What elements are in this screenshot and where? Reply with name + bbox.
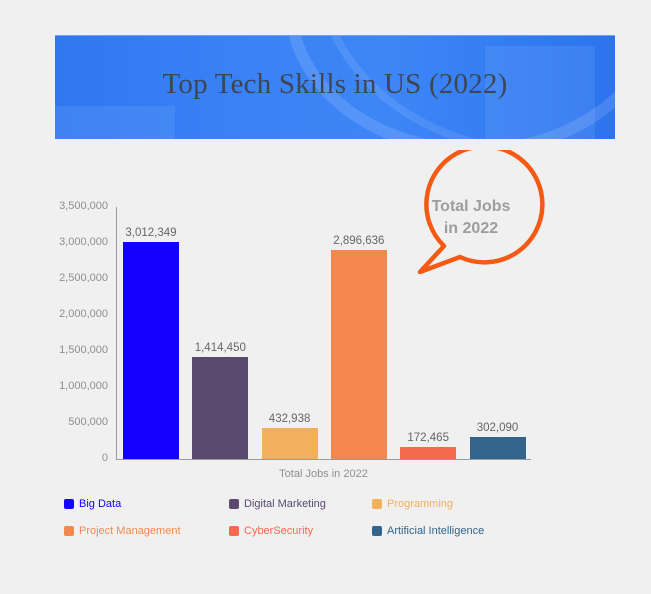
legend-swatch-icon: [372, 499, 382, 509]
y-tick-label: 2,500,000: [59, 272, 108, 284]
legend-label: Artificial Intelligence: [387, 525, 485, 537]
bar-value-label: 2,896,636: [333, 235, 385, 248]
legend-item-programming[interactable]: Programming: [372, 498, 453, 510]
legend-item-project-management[interactable]: Project Management: [64, 525, 181, 537]
bar-big-data[interactable]: [123, 242, 179, 459]
y-axis: [116, 207, 117, 460]
y-tick-label: 3,000,000: [59, 236, 108, 248]
banner-decoration: [485, 46, 595, 139]
legend-label: Programming: [387, 498, 454, 510]
banner-decoration: [55, 106, 175, 139]
bar-artificial-intelligence[interactable]: [469, 437, 526, 459]
bar-digital-marketing[interactable]: [192, 357, 249, 459]
x-axis-title: Total Jobs in 2022: [279, 468, 368, 480]
y-tick-label: 0: [101, 452, 108, 464]
legend-item-cybersecurity[interactable]: CyberSecurity: [229, 525, 313, 537]
legend-swatch-icon: [229, 499, 239, 509]
legend-item-artificial-intelligence[interactable]: Artificial Intelligence: [372, 525, 484, 537]
callout-text: Total Jobs in 2022: [415, 196, 527, 240]
y-tick-label: 2,000,000: [59, 308, 108, 320]
bar-value-label: 3,012,349: [125, 227, 177, 240]
legend-label: CyberSecurity: [244, 525, 314, 537]
speech-bubble-icon: [417, 150, 545, 275]
bar-cybersecurity[interactable]: [400, 446, 457, 459]
legend-label: Digital Marketing: [244, 498, 326, 510]
bar-project-management[interactable]: [330, 250, 387, 459]
y-tick-label: 1,000,000: [59, 380, 108, 392]
legend-item-big-data[interactable]: Big Data: [64, 498, 121, 510]
legend-label: Project Management: [79, 525, 181, 537]
callout-line-1: Total Jobs: [431, 198, 511, 215]
legend-swatch-icon: [229, 526, 239, 536]
callout-line-2: in 2022: [443, 220, 499, 237]
bar-value-label: 302,090: [476, 422, 519, 435]
y-tick-label: 3,500,000: [59, 200, 108, 212]
y-tick-label: 500,000: [68, 416, 108, 428]
title-banner: Top Tech Skills in US (2022): [55, 35, 615, 139]
x-axis: [116, 459, 531, 460]
bar-programming[interactable]: [261, 427, 318, 459]
legend-swatch-icon: [64, 526, 74, 536]
legend-item-digital-marketing[interactable]: Digital Marketing: [229, 498, 326, 510]
bar-value-label: 432,938: [268, 412, 311, 425]
bar-value-label: 172,465: [407, 431, 449, 444]
legend-swatch-icon: [372, 526, 382, 536]
page-title: Top Tech Skills in US (2022): [162, 68, 508, 100]
legend-label: Big Data: [79, 498, 122, 510]
y-tick-label: 1,500,000: [59, 344, 108, 356]
legend-swatch-icon: [64, 499, 74, 509]
bar-value-label: 1,414,450: [194, 342, 246, 355]
